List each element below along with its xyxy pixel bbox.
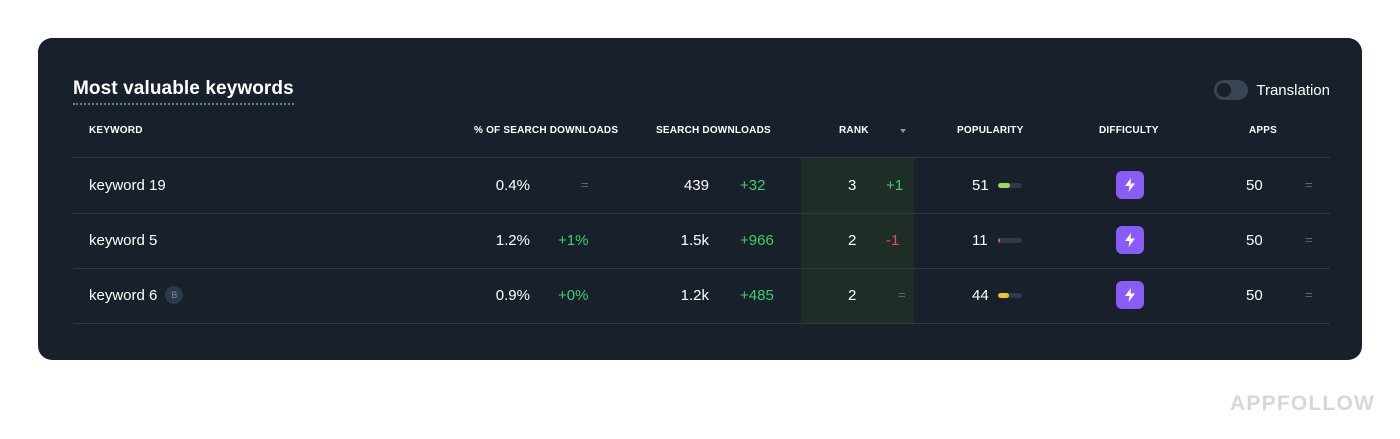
pct-change: = — [581, 177, 589, 192]
rank-change: -1 — [886, 232, 900, 249]
caret-down-icon[interactable] — [900, 129, 906, 133]
popularity-value: 11 — [972, 232, 988, 249]
lightning-icon[interactable] — [1116, 281, 1144, 309]
popularity-bar-fill — [998, 183, 1010, 188]
apps-change: = — [1305, 287, 1313, 302]
popularity-bar — [998, 293, 1022, 298]
apps-value: 50 — [1246, 287, 1263, 304]
rank-value: 2 — [848, 287, 857, 304]
table-row[interactable]: keyword 19 0.4% = 439 +32 3 +1 51 50 = — [73, 158, 1330, 214]
keyword-cell[interactable]: keyword 5 — [89, 232, 157, 249]
header-difficulty[interactable]: DIFFICULTY — [1099, 125, 1159, 136]
apps-change: = — [1305, 177, 1313, 192]
pct-change: +0% — [558, 287, 589, 304]
keyword-cell[interactable]: keyword 19 — [89, 177, 166, 194]
downloads-value: 1.5k — [680, 232, 709, 249]
rank-column-highlight — [801, 158, 914, 324]
popularity-value: 51 — [972, 177, 989, 194]
pct-change: +1% — [558, 232, 589, 249]
header-keyword[interactable]: KEYWORD — [89, 125, 143, 136]
popularity-value: 44 — [972, 287, 989, 304]
rank-value: 3 — [848, 177, 857, 194]
keyword-text: keyword 19 — [89, 177, 166, 194]
pct-value: 0.9% — [495, 287, 530, 304]
rank-change: = — [898, 287, 906, 302]
table-header: KEYWORD % OF SEARCH DOWNLOADS SEARCH DOW… — [73, 124, 1330, 158]
keyword-text: keyword 6 — [89, 287, 158, 304]
translation-label: Translation — [1256, 81, 1330, 99]
popularity-bar — [998, 183, 1022, 188]
popularity-bar-fill — [998, 293, 1009, 298]
toggle-knob — [1217, 83, 1232, 97]
keyword-cell[interactable]: keyword 6 B — [89, 285, 184, 304]
header-apps[interactable]: APPS — [1249, 125, 1278, 136]
downloads-change: +32 — [740, 177, 766, 194]
lightning-icon[interactable] — [1116, 226, 1144, 254]
pct-value: 0.4% — [495, 177, 530, 194]
downloads-change: +966 — [740, 232, 774, 249]
appfollow-watermark: APPFOLLOW — [1230, 392, 1375, 415]
keywords-card: Most valuable keywords Translation KEYWO… — [38, 38, 1362, 360]
table-row[interactable]: keyword 5 1.2% +1% 1.5k +966 2 -1 11 50 = — [73, 213, 1330, 269]
popularity-bar-fill — [998, 238, 1001, 243]
keyword-text: keyword 5 — [89, 232, 158, 249]
popularity-bar — [998, 238, 1022, 243]
apps-value: 50 — [1246, 232, 1263, 249]
downloads-value: 1.2k — [680, 287, 709, 304]
downloads-change: +485 — [740, 287, 774, 304]
rank-change: +1 — [886, 177, 904, 194]
keyword-badge: B — [165, 285, 184, 304]
header-search-downloads[interactable]: SEARCH DOWNLOADS — [656, 125, 771, 136]
lightning-icon[interactable] — [1116, 171, 1144, 199]
header-pct-search-downloads[interactable]: % OF SEARCH DOWNLOADS — [474, 125, 619, 136]
table-row[interactable]: keyword 6 B 0.9% +0% 1.2k +485 2 = 44 50 = — [73, 268, 1330, 324]
apps-value: 50 — [1246, 177, 1263, 194]
header-popularity[interactable]: POPULARITY — [957, 125, 1024, 136]
translation-toggle-group: Translation — [1214, 80, 1330, 100]
pct-value: 1.2% — [495, 232, 530, 249]
card-title[interactable]: Most valuable keywords — [73, 78, 294, 105]
downloads-value: 439 — [683, 177, 709, 194]
header-rank[interactable]: RANK — [839, 125, 869, 136]
rank-value: 2 — [848, 232, 857, 249]
apps-change: = — [1305, 232, 1313, 247]
translation-toggle[interactable] — [1214, 80, 1249, 100]
